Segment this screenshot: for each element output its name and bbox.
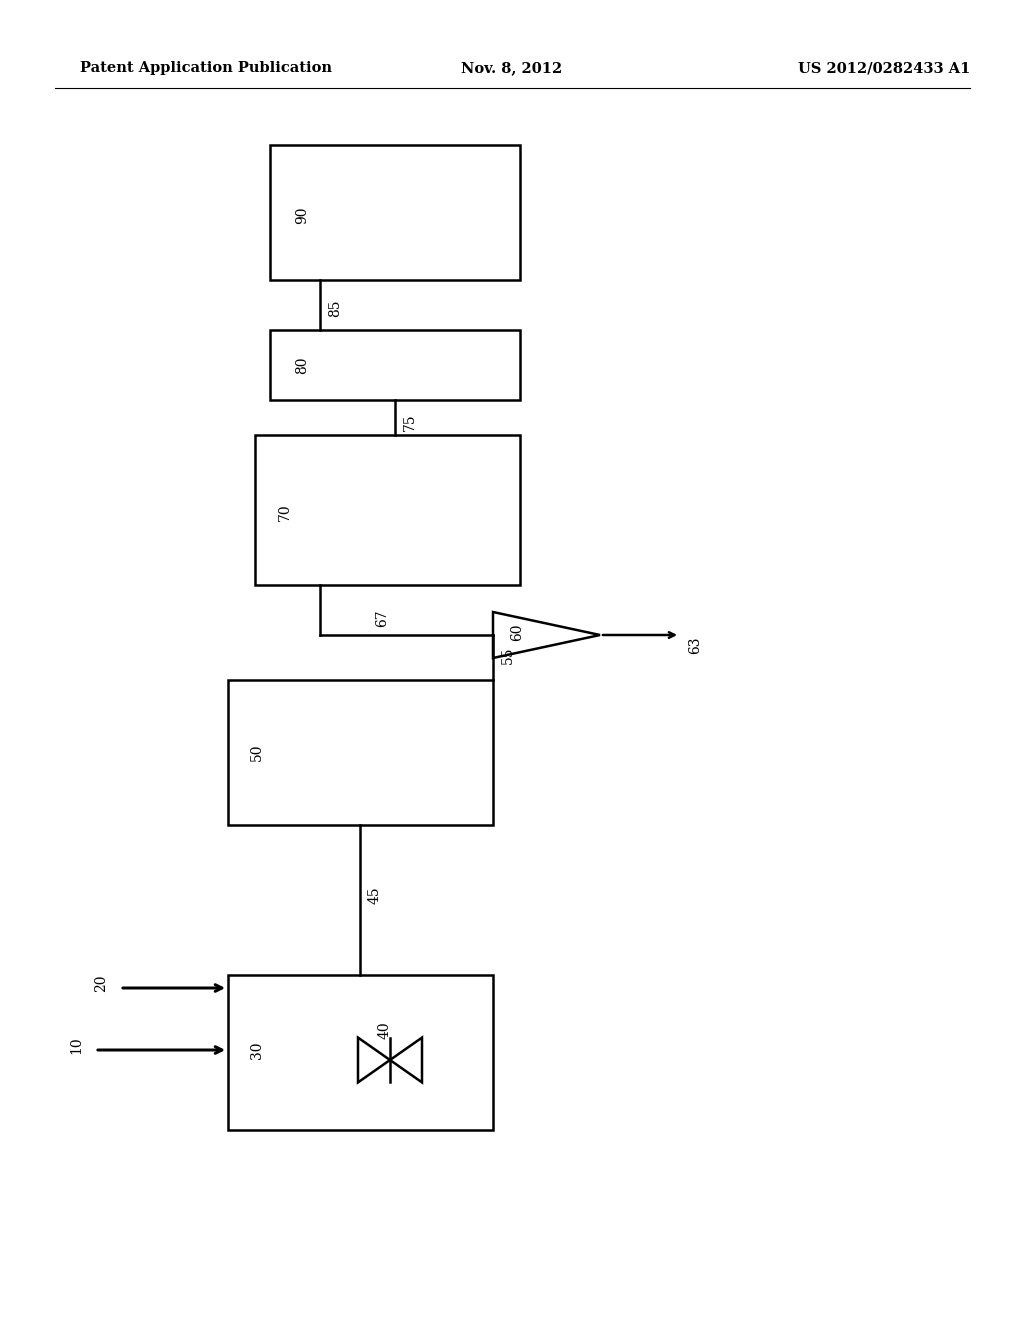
Text: 90: 90 <box>295 206 309 224</box>
Text: 10: 10 <box>69 1036 83 1053</box>
Bar <box>270 145 520 280</box>
Text: 70: 70 <box>278 503 292 521</box>
Text: 50: 50 <box>250 743 264 760</box>
Bar <box>228 680 493 825</box>
Text: 20: 20 <box>94 974 108 991</box>
Text: 75: 75 <box>403 413 417 430</box>
Text: 40: 40 <box>378 1022 392 1039</box>
Text: US 2012/0282433 A1: US 2012/0282433 A1 <box>798 61 970 75</box>
Text: Nov. 8, 2012: Nov. 8, 2012 <box>462 61 562 75</box>
Text: 85: 85 <box>328 300 342 317</box>
Text: Patent Application Publication: Patent Application Publication <box>80 61 332 75</box>
Text: 80: 80 <box>295 356 309 374</box>
Bar <box>270 330 520 400</box>
Text: 60: 60 <box>510 623 524 640</box>
Text: 67: 67 <box>375 610 389 627</box>
Bar <box>255 436 520 585</box>
Text: 30: 30 <box>250 1041 264 1059</box>
Text: 55: 55 <box>501 647 515 664</box>
Text: 45: 45 <box>368 886 382 904</box>
Bar <box>228 975 493 1130</box>
Text: 63: 63 <box>688 636 702 653</box>
